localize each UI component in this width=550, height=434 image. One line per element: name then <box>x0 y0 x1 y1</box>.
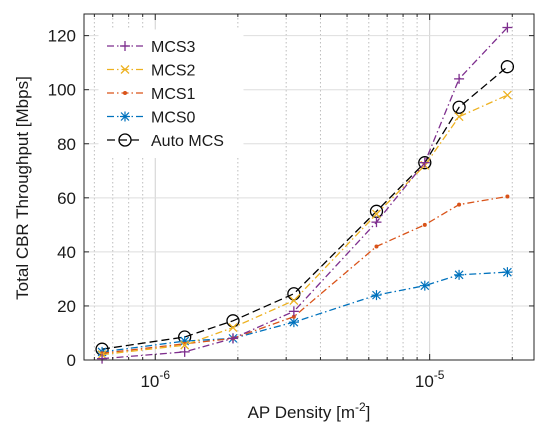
legend-label-mcs2: MCS2 <box>151 63 196 80</box>
legend-label-mcs0: MCS0 <box>151 110 196 127</box>
y-tick-label: 100 <box>48 81 76 100</box>
series-line-mcs2 <box>101 94 508 356</box>
data-point-mcs0 <box>288 317 299 328</box>
legend-box <box>98 29 244 158</box>
legend: MCS3 MCS2 MCS1 MCS0 Auto MCS <box>98 29 244 158</box>
x-tick-label: 10-6 <box>140 368 170 391</box>
data-point-mcs1 <box>457 202 462 207</box>
data-point-mcs2 <box>180 340 190 350</box>
data-point-mcs0 <box>502 267 513 278</box>
data-point-mcs3 <box>288 306 299 317</box>
y-tick-label: 120 <box>48 27 76 46</box>
series-line-auto-mcs <box>101 66 508 350</box>
series-line-mcs3 <box>102 27 508 360</box>
data-point-auto-mcs <box>452 100 466 114</box>
data-point-mcs2 <box>372 209 381 219</box>
data-point-mcs3 <box>502 22 513 33</box>
data-point-mcs3 <box>227 333 238 344</box>
legend-marker-auto-mcs <box>118 133 132 147</box>
tick-labels: 0 20 40 60 80 100 120 10-6 10-5 <box>48 27 445 391</box>
x-tick-label: 10-5 <box>415 368 445 391</box>
data-point-mcs1 <box>422 222 427 227</box>
data-point-mcs3 <box>419 157 430 168</box>
data-point-auto-mcs <box>418 156 432 170</box>
series-line-mcs0 <box>101 271 508 353</box>
legend-label-mcs1: MCS1 <box>151 86 196 103</box>
axes-box <box>83 13 535 361</box>
legend-marker-mcs0 <box>120 111 130 122</box>
data-point-mcs3 <box>179 346 190 357</box>
data-point-mcs2 <box>502 90 512 100</box>
y-tick-label: 0 <box>67 351 76 370</box>
data-point-mcs1 <box>374 244 379 249</box>
data-point-mcs0 <box>419 280 430 291</box>
legend-marker-mcs3 <box>120 41 130 51</box>
data-point-mcs3 <box>454 73 465 84</box>
legend-marker-mcs1 <box>123 91 127 95</box>
axes <box>83 13 535 361</box>
legend-marker-mcs2 <box>120 65 130 74</box>
data-point-mcs0 <box>371 290 382 301</box>
y-tick-label: 80 <box>57 135 76 154</box>
series-group <box>95 22 515 364</box>
data-point-mcs2 <box>289 296 299 305</box>
data-point-mcs2 <box>454 112 464 122</box>
x-axis-title: AP Density [m-2] <box>248 400 371 422</box>
data-point-mcs3 <box>97 353 108 364</box>
data-point-mcs0 <box>454 269 465 280</box>
y-tick-label: 20 <box>57 297 76 316</box>
y-tick-label: 60 <box>57 189 76 208</box>
data-point-mcs1 <box>505 194 510 199</box>
legend-label-auto-mcs: Auto MCS <box>151 133 224 150</box>
y-tick-label: 40 <box>57 243 76 262</box>
data-point-mcs2 <box>228 323 238 333</box>
data-point-mcs1 <box>291 314 296 319</box>
legend-label-mcs3: MCS3 <box>151 39 196 56</box>
data-point-auto-mcs <box>500 60 515 74</box>
data-point-mcs3 <box>371 217 382 228</box>
y-axis-title: Total CBR Throughput [Mbps] <box>13 76 32 300</box>
